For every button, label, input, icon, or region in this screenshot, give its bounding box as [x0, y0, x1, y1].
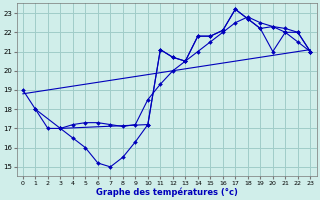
- X-axis label: Graphe des températures (°c): Graphe des températures (°c): [96, 187, 237, 197]
